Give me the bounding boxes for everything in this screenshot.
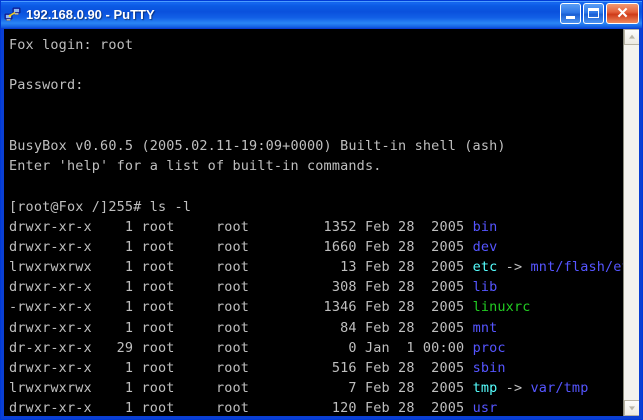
chevron-up-icon bbox=[629, 34, 635, 39]
terminal-text: etc bbox=[472, 259, 498, 276]
terminal-text: -> bbox=[497, 259, 531, 276]
close-icon: ✕ bbox=[616, 5, 629, 22]
terminal-text: drwxr-xr-x 1 root root 120 Feb 28 2005 bbox=[9, 400, 473, 416]
terminal-line bbox=[9, 55, 623, 75]
terminal-text: Enter 'help' for a list of built-in comm… bbox=[9, 158, 382, 175]
terminal-text: tmp bbox=[472, 380, 498, 397]
terminal-line bbox=[9, 176, 623, 196]
terminal-text: lrwxrwxrwx 1 root root 13 Feb 28 2005 bbox=[9, 259, 473, 276]
terminal-text: mnt bbox=[472, 319, 498, 336]
terminal-text: drwxr-xr-x 1 root root 84 Feb 28 2005 bbox=[9, 319, 473, 336]
terminal-text: dev bbox=[472, 238, 498, 255]
minimize-button[interactable] bbox=[560, 3, 581, 24]
terminal-text: lrwxrwxrwx 1 root root 7 Feb 28 2005 bbox=[9, 380, 473, 397]
terminal-line: Enter 'help' for a list of built-in comm… bbox=[9, 156, 623, 176]
terminal-line: BusyBox v0.60.5 (2005.02.11-19:09+0000) … bbox=[9, 136, 623, 156]
terminal-text: Password: bbox=[9, 77, 84, 94]
terminal-line: drwxr-xr-x 1 root root 84 Feb 28 2005 mn… bbox=[9, 318, 623, 338]
terminal-text: BusyBox v0.60.5 (2005.02.11-19:09+0000) … bbox=[9, 137, 506, 154]
terminal-text: drwxr-xr-x 1 root root 308 Feb 28 2005 bbox=[9, 279, 473, 296]
terminal-text: Fox login: root bbox=[9, 37, 134, 53]
terminal-line: lrwxrwxrwx 1 root root 7 Feb 28 2005 tmp… bbox=[9, 378, 623, 398]
maximize-button[interactable] bbox=[583, 3, 604, 24]
terminal-text: -> bbox=[497, 380, 531, 397]
terminal-line: Fox login: root bbox=[9, 35, 623, 55]
terminal-text: bin bbox=[472, 218, 498, 235]
terminal-text: [root@Fox /]255# ls -l bbox=[9, 198, 192, 215]
close-button[interactable]: ✕ bbox=[606, 3, 639, 24]
terminal-line: Password: bbox=[9, 75, 623, 95]
chevron-down-icon bbox=[629, 406, 635, 411]
terminal-text: var/tmp bbox=[530, 380, 589, 397]
terminal-text: proc bbox=[472, 339, 506, 356]
terminal-text: linuxrc bbox=[472, 299, 531, 316]
terminal-line: [root@Fox /]255# ls -l bbox=[9, 197, 623, 217]
terminal-output[interactable]: Fox login: root Password: BusyBox v0.60.5 … bbox=[4, 29, 623, 416]
terminal-line bbox=[9, 96, 623, 116]
terminal-line: dr-xr-xr-x 29 root root 0 Jan 1 00:00 pr… bbox=[9, 338, 623, 358]
terminal-line: -rwxr-xr-x 1 root root 1346 Feb 28 2005 … bbox=[9, 297, 623, 317]
minimize-icon bbox=[566, 16, 575, 19]
terminal-text: drwxr-xr-x 1 root root 1660 Feb 28 2005 bbox=[9, 238, 473, 255]
terminal-line bbox=[9, 116, 623, 136]
terminal-text: lib bbox=[472, 279, 498, 296]
terminal-line: drwxr-xr-x 1 root root 120 Feb 28 2005 u… bbox=[9, 398, 623, 416]
maximize-icon bbox=[588, 8, 599, 18]
putty-network-icon bbox=[4, 6, 22, 24]
title-bar[interactable]: 192.168.0.90 - PuTTY ✕ bbox=[1, 1, 642, 28]
scrollbar-track[interactable] bbox=[624, 45, 639, 400]
scroll-up-button[interactable] bbox=[624, 29, 639, 45]
terminal-text: mnt/flash/etc bbox=[530, 259, 623, 276]
terminal-text: drwxr-xr-x 1 root root 1352 Feb 28 2005 bbox=[9, 218, 473, 235]
terminal-text: -rwxr-xr-x 1 root root 1346 Feb 28 2005 bbox=[9, 299, 473, 316]
terminal-line: drwxr-xr-x 1 root root 516 Feb 28 2005 s… bbox=[9, 358, 623, 378]
terminal-line: drwxr-xr-x 1 root root 308 Feb 28 2005 l… bbox=[9, 277, 623, 297]
client-area: Fox login: root Password: BusyBox v0.60.5 … bbox=[1, 28, 642, 419]
window-title: 192.168.0.90 - PuTTY bbox=[26, 7, 155, 22]
scroll-down-button[interactable] bbox=[624, 400, 639, 416]
terminal-line: lrwxrwxrwx 1 root root 13 Feb 28 2005 et… bbox=[9, 257, 623, 277]
terminal-text: sbin bbox=[472, 360, 506, 376]
window-controls: ✕ bbox=[560, 3, 639, 24]
terminal-scrollbar[interactable] bbox=[623, 29, 639, 416]
terminal-line: drwxr-xr-x 1 root root 1352 Feb 28 2005 … bbox=[9, 217, 623, 237]
terminal-line: drwxr-xr-x 1 root root 1660 Feb 28 2005 … bbox=[9, 237, 623, 257]
terminal-text: drwxr-xr-x 1 root root 516 Feb 28 2005 bbox=[9, 360, 473, 376]
terminal-text: dr-xr-xr-x 29 root root 0 Jan 1 00:00 bbox=[9, 339, 473, 356]
terminal-text: usr bbox=[472, 400, 498, 416]
